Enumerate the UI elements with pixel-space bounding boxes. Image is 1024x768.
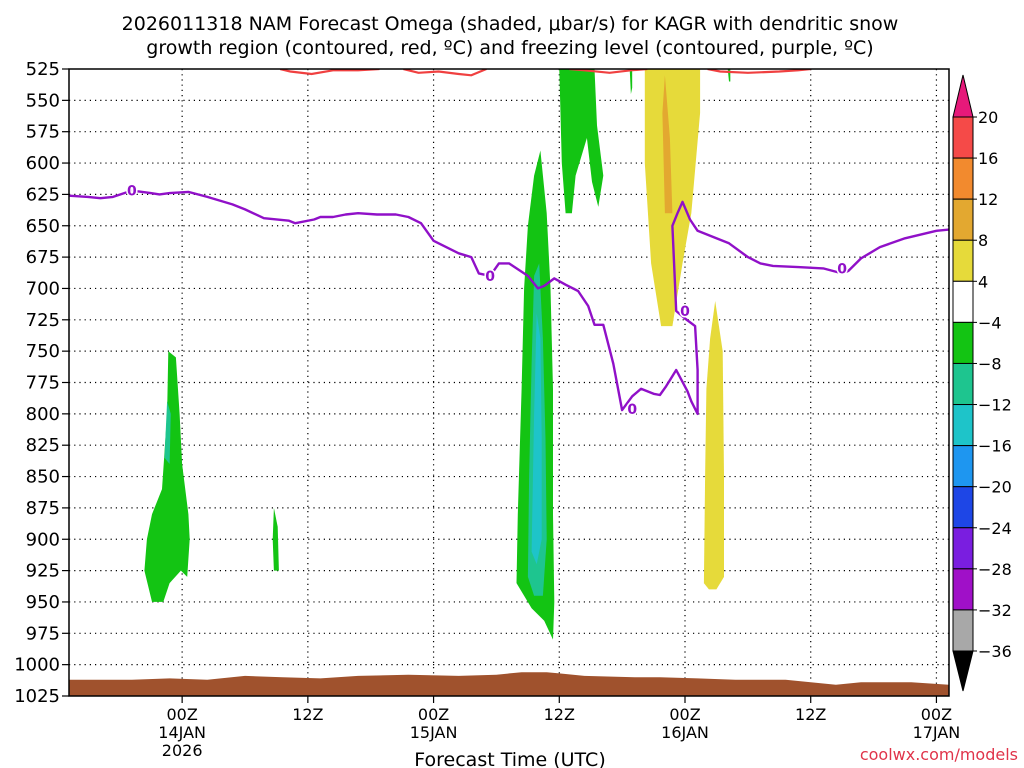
- upward-motion-hour42: [629, 69, 633, 95]
- x-tick-label-2-1: 15JAN: [410, 723, 458, 742]
- colorbar-label-7: −12: [978, 396, 1012, 415]
- colorbar-label-6: −8: [978, 354, 1002, 373]
- upward-motion-hour5: [144, 351, 190, 602]
- freezing-level-label-3: 0: [680, 304, 690, 320]
- colorbar-swatch-9: [952, 486, 974, 529]
- colorbar-swatch-7: [952, 404, 974, 447]
- plot-background: [69, 69, 949, 696]
- x-tick-label-2-0: 00Z: [418, 705, 449, 724]
- colorbar-swatch-0: [952, 116, 974, 159]
- x-tick-label-4-1: 16JAN: [661, 723, 709, 742]
- colorbar-swatch-8: [952, 445, 974, 488]
- x-axis-label: Forecast Time (UTC): [414, 749, 605, 768]
- x-tick-label-3-0: 12Z: [544, 705, 575, 724]
- y-tick-label-825: 825: [26, 435, 60, 456]
- omega-shaded-regions: [144, 69, 731, 640]
- x-tick-label-0-0: 00Z: [166, 705, 197, 724]
- chart-title-line2: growth region (contoured, red, ºC) and f…: [146, 37, 873, 59]
- colorbar-swatch-10: [952, 527, 974, 570]
- colorbar-label-0: 20: [978, 108, 998, 127]
- x-tick-label-5-0: 12Z: [795, 705, 826, 724]
- colorbar-label-5: −4: [978, 313, 1002, 332]
- plot-area: 0 0 0 0 0: [68, 68, 950, 697]
- freezing-level-label-2: 0: [627, 402, 637, 418]
- x-tick-label-0-1: 14JAN: [158, 723, 206, 742]
- x-tick-label-6-0: 00Z: [921, 705, 952, 724]
- colorbar-label-13: −36: [978, 642, 1012, 661]
- x-tick-label-1-0: 12Z: [292, 705, 323, 724]
- y-tick-label-775: 775: [26, 373, 60, 394]
- y-tick-label-550: 550: [26, 90, 60, 111]
- sinking-motion-hour44: [644, 69, 701, 327]
- y-tick-label-525: 525: [26, 59, 60, 80]
- freezing-level-line: [69, 189, 949, 416]
- dgz-contour-right: [707, 69, 811, 74]
- colorbar-bottom-arrow: [952, 650, 974, 692]
- y-tick-label-925: 925: [26, 561, 60, 582]
- colorbar-label-10: −24: [978, 519, 1012, 538]
- y-axis: 525 550 575 600 625 650 675 700 725 750 775 800 825 8…: [14, 59, 69, 707]
- colorbar-swatch-4: [952, 280, 974, 323]
- colorbar-swatch-6: [952, 362, 974, 406]
- colorbar-swatch-11: [952, 568, 974, 611]
- upward-motion-hour5-core: [164, 401, 171, 464]
- y-tick-label-900: 900: [26, 529, 60, 550]
- y-tick-label-1000: 1000: [14, 655, 60, 676]
- terrain-layer: [69, 672, 949, 696]
- colorbar-swatch-12: [952, 609, 974, 652]
- colorbar-label-3: 8: [978, 231, 988, 250]
- y-tick-label-625: 625: [26, 184, 60, 205]
- freezing-level-label-4: 0: [837, 261, 847, 277]
- colorbar-swatch-3: [952, 239, 974, 282]
- dgz-contour-left: [279, 69, 380, 76]
- sinking-motion-hour49: [703, 301, 724, 590]
- y-tick-label-600: 600: [26, 153, 60, 174]
- x-tick-label-0-2: 2026: [162, 741, 203, 760]
- y-tick-label-575: 575: [26, 122, 60, 143]
- colorbar-legend: 20 16 12 8 4 −4 −8 −12 −16 −20 −24 −28 −32 −36: [952, 74, 1012, 692]
- terrain-surface: [69, 672, 949, 696]
- y-tick-label-700: 700: [26, 278, 60, 299]
- colorbar-label-9: −20: [978, 478, 1012, 497]
- freezing-level-label-0: 0: [127, 184, 137, 200]
- colorbar-label-4: 4: [978, 272, 988, 291]
- chart-title-line1: 2026011318 NAM Forecast Omega (shaded, μ…: [122, 13, 899, 35]
- y-tick-label-750: 750: [26, 341, 60, 362]
- dgz-contour-midleft: [403, 69, 487, 77]
- freezing-level-layer: 0 0 0 0 0: [69, 182, 949, 419]
- colorbar-label-8: −16: [978, 437, 1012, 456]
- y-tick-label-800: 800: [26, 404, 60, 425]
- y-tick-label-975: 975: [26, 623, 60, 644]
- upward-motion-hour37: [559, 69, 604, 214]
- sinking-motion-hour44-core: [662, 75, 673, 214]
- y-tick-label-650: 650: [26, 216, 60, 237]
- colorbar-swatch-1: [952, 157, 974, 200]
- x-tick-label-4-0: 00Z: [669, 705, 700, 724]
- y-tick-label-675: 675: [26, 247, 60, 268]
- colorbar-label-2: 12: [978, 190, 998, 209]
- upward-motion-hour13: [272, 507, 279, 571]
- colorbar-top-arrow: [952, 74, 974, 118]
- colorbar-label-12: −32: [978, 601, 1012, 620]
- y-tick-label-875: 875: [26, 498, 60, 519]
- colorbar-label-1: 16: [978, 149, 998, 168]
- y-tick-label-950: 950: [26, 592, 60, 613]
- dendritic-snow-contours: [279, 69, 811, 77]
- y-tick-label-1025: 1025: [14, 686, 60, 707]
- credit-text: coolwx.com/models: [860, 745, 1018, 764]
- freezing-level-label-1: 0: [485, 269, 495, 285]
- dgz-contour-midright: [569, 69, 648, 74]
- y-tick-label-850: 850: [26, 467, 60, 488]
- colorbar-swatch-5: [952, 321, 974, 364]
- y-tick-label-725: 725: [26, 310, 60, 331]
- x-tick-label-6-1: 17JAN: [913, 723, 961, 742]
- upward-motion-hour35-core: [531, 313, 542, 565]
- gridlines: [69, 69, 949, 696]
- colorbar-label-11: −28: [978, 560, 1012, 579]
- colorbar-swatch-2: [952, 198, 974, 241]
